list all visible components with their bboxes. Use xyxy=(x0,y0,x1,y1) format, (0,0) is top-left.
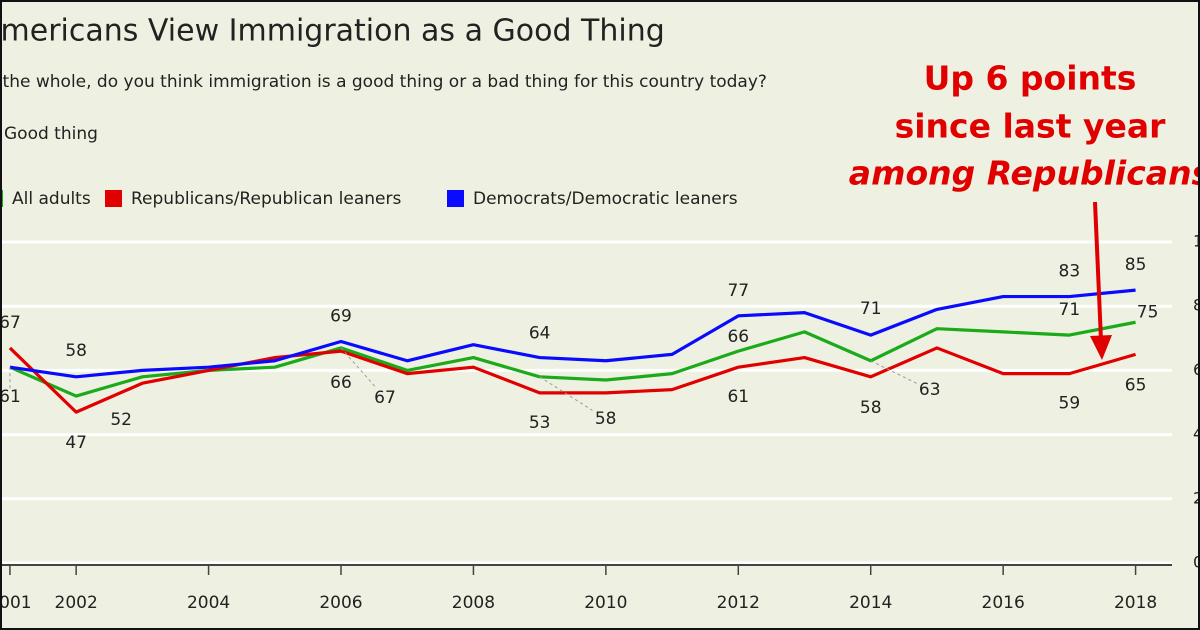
label-leader xyxy=(870,360,919,385)
data-label: 67 xyxy=(0,313,21,333)
annotation: Up 6 points since last year among Republ… xyxy=(849,59,1200,360)
legend-swatch xyxy=(447,190,464,207)
legend-label: Democrats/Democratic leaners xyxy=(473,189,738,209)
data-label: 66 xyxy=(330,373,352,393)
label-leader xyxy=(539,376,593,411)
data-label: 63 xyxy=(919,380,941,400)
data-label: 61 xyxy=(727,387,749,407)
data-label: 71 xyxy=(860,299,882,319)
x-tick-label: 2018 xyxy=(1114,593,1157,613)
data-label: 58 xyxy=(65,341,87,361)
x-tick-label: 2012 xyxy=(717,593,760,613)
y-tick-label: 0 xyxy=(1193,553,1200,572)
y-axis-label: Good thing xyxy=(4,124,98,144)
data-label: 67 xyxy=(374,388,396,408)
label-leader xyxy=(340,347,377,389)
x-tick-label: 2008 xyxy=(452,593,495,613)
legend-label: All adults xyxy=(12,189,91,209)
annotation-line: among Republicans xyxy=(849,154,1200,193)
y-tick-label: 100 xyxy=(1193,232,1200,251)
y-tick-label: 60 xyxy=(1193,360,1200,379)
x-tick-label: 2016 xyxy=(982,593,1025,613)
plot-area: 0 20 40 60 80 100 2001 2002 2004 2006 2008 2010 2012… xyxy=(0,232,1200,613)
chart-title: Americans View Immigration as a Good Thi… xyxy=(0,14,665,49)
x-tick-label: 2001 xyxy=(0,593,32,613)
x-tick-label: 2004 xyxy=(187,593,230,613)
x-tick-label: 2002 xyxy=(55,593,98,613)
data-label: 77 xyxy=(727,281,749,301)
data-label: 64 xyxy=(529,324,551,344)
data-label: 52 xyxy=(110,410,132,430)
data-label: 85 xyxy=(1125,255,1147,275)
x-tick-label: 2006 xyxy=(319,593,362,613)
data-label: 53 xyxy=(529,413,551,433)
legend-swatch xyxy=(105,190,122,207)
annotation-line: Up 6 points xyxy=(924,59,1137,98)
x-tick-label: 2014 xyxy=(849,593,892,613)
x-tick-label: 2010 xyxy=(584,593,627,613)
data-label: 83 xyxy=(1059,262,1081,282)
data-label: 58 xyxy=(595,409,617,429)
data-label: 69 xyxy=(330,307,352,327)
data-label: 59 xyxy=(1059,394,1081,414)
legend: All adults Republicans/Republican leaners… xyxy=(0,189,738,209)
annotation-line: since last year xyxy=(895,107,1167,146)
annotation-arrowhead xyxy=(1090,335,1112,360)
legend-label: Republicans/Republican leaners xyxy=(131,189,402,209)
data-label: 71 xyxy=(1059,300,1081,320)
series-line xyxy=(9,288,1136,379)
data-label: 47 xyxy=(65,433,87,453)
series-line xyxy=(8,346,1137,414)
y-tick-label: 80 xyxy=(1193,296,1200,315)
data-label: 75 xyxy=(1137,302,1159,322)
data-label: 58 xyxy=(860,398,882,418)
subtitle: On the whole, do you think immigration i… xyxy=(0,72,767,92)
data-label: 66 xyxy=(727,327,749,347)
y-tick-label: 40 xyxy=(1193,424,1200,443)
data-label: 65 xyxy=(1125,375,1147,395)
y-tick-label: 20 xyxy=(1193,488,1200,507)
data-label: 61 xyxy=(0,387,21,407)
annotation-arrow xyxy=(1093,201,1103,341)
